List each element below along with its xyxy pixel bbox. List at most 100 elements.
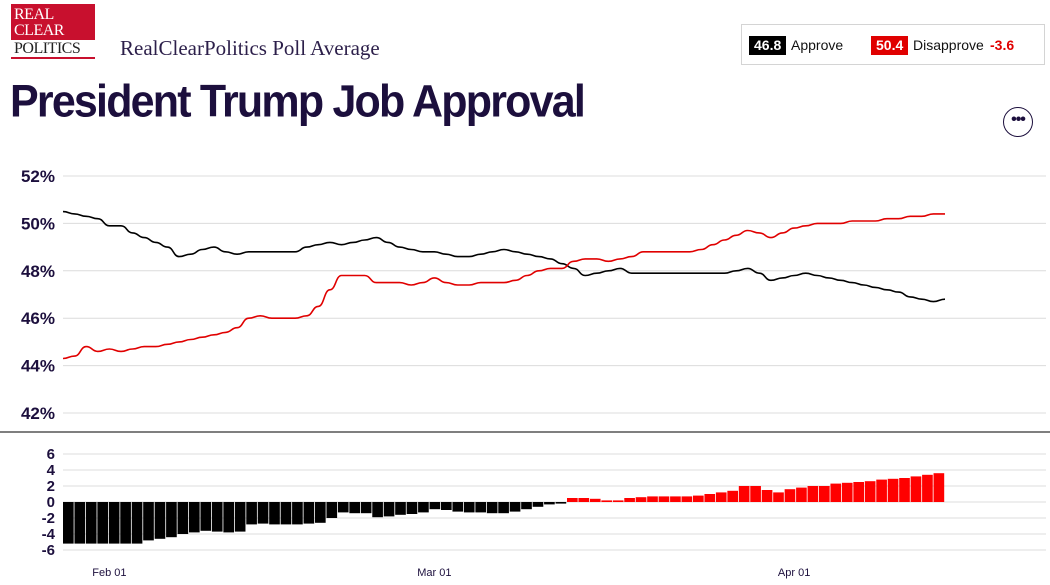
- spread-bar: [796, 487, 807, 502]
- spread-bar: [750, 486, 761, 502]
- disapprove-value-chip: 50.4: [871, 36, 909, 55]
- spread-bar: [108, 502, 120, 544]
- spread-bar: [463, 502, 475, 513]
- y-tick-label: 48%: [21, 262, 55, 281]
- spread-bar: [143, 502, 154, 541]
- spread-bar: [360, 502, 372, 514]
- spread-bar: [567, 498, 578, 502]
- spread-bar: [647, 496, 658, 502]
- spread-bar: [452, 502, 464, 512]
- spread-bar: [841, 482, 853, 502]
- spread-bar: [429, 502, 441, 510]
- spread-bar: [189, 502, 200, 533]
- spread-y-tick-label: 6: [47, 446, 55, 463]
- logo-line-1: REAL: [14, 6, 54, 23]
- spread-y-tick-label: -4: [42, 526, 56, 543]
- logo-line-2: CLEAR: [14, 22, 64, 39]
- y-tick-label: 44%: [21, 357, 55, 376]
- spread-bar: [715, 492, 727, 502]
- spread-bar: [670, 496, 681, 502]
- approve-line: [62, 210, 946, 303]
- spread-bar: [498, 502, 509, 514]
- spread-bar: [784, 489, 796, 502]
- spread-bar: [933, 473, 945, 502]
- logo-line-3: POLITICS: [11, 40, 95, 57]
- rcp-logo[interactable]: REAL CLEAR POLITICS: [11, 4, 95, 59]
- disapprove-label: Disapprove: [913, 37, 984, 53]
- spread-y-tick-label: 2: [47, 478, 55, 495]
- spread-bar: [589, 498, 601, 502]
- spread-bar: [166, 502, 177, 538]
- spread-bar: [876, 479, 887, 502]
- approve-value-chip: 46.8: [749, 36, 787, 55]
- spread-bar: [578, 498, 590, 502]
- spread-bar: [269, 502, 280, 525]
- spread-bar: [864, 481, 876, 502]
- spread-bar: [727, 490, 739, 502]
- spread-bar: [280, 502, 292, 525]
- more-options-button[interactable]: •••: [1003, 107, 1033, 137]
- spread-bar: [257, 502, 269, 524]
- spread-bar: [349, 502, 361, 514]
- spread-bar: [773, 492, 784, 502]
- x-tick-label: Apr 01: [778, 567, 810, 579]
- disapprove-line: [62, 213, 945, 360]
- spread-bar: [819, 486, 830, 502]
- spread-bar: [738, 486, 750, 502]
- spread-bar: [372, 502, 383, 518]
- spread-bar: [131, 502, 143, 544]
- spread-bar: [704, 494, 716, 502]
- spread-bar: [693, 495, 704, 502]
- spread-bar: [200, 502, 212, 531]
- spread-y-tick-label: -2: [42, 510, 55, 527]
- spread-bar: [922, 474, 933, 502]
- spread-bar: [635, 497, 647, 502]
- spread-bar: [509, 502, 521, 512]
- spread-bar: [63, 502, 74, 544]
- spread-bar: [761, 490, 773, 502]
- spread-bar: [887, 478, 899, 502]
- spread-bar: [211, 502, 223, 532]
- spread-bar: [74, 502, 86, 544]
- page-title: President Trump Job Approval: [10, 76, 586, 127]
- spread-value: -3.6: [990, 37, 1015, 53]
- x-tick-label: Feb 01: [92, 567, 126, 579]
- spread-bar: [681, 496, 693, 502]
- spread-bar: [853, 482, 865, 502]
- spread-bar: [532, 502, 544, 507]
- spread-y-tick-label: 4: [47, 462, 56, 479]
- y-tick-label: 46%: [21, 309, 55, 328]
- spread-bar: [383, 502, 395, 517]
- spread-bar: [441, 502, 452, 510]
- spread-bar: [395, 502, 406, 515]
- x-tick-label: Mar 01: [417, 567, 451, 579]
- spread-bar: [544, 502, 555, 505]
- spread-bar: [303, 502, 315, 524]
- spread-y-tick-label: 0: [47, 494, 55, 511]
- spread-bar: [521, 502, 532, 510]
- poll-average-subtitle: RealClearPolitics Poll Average: [120, 36, 380, 60]
- y-tick-label: 42%: [21, 404, 55, 423]
- approve-label: Approve: [791, 37, 844, 53]
- spread-bar: [601, 500, 613, 502]
- spread-bar: [120, 502, 131, 544]
- y-tick-label: 50%: [21, 214, 55, 233]
- spread-y-tick-label: -6: [42, 542, 55, 559]
- spread-bar: [418, 502, 429, 513]
- spread-bar: [486, 502, 498, 514]
- y-tick-label: 52%: [21, 167, 55, 186]
- spread-bar: [807, 486, 819, 502]
- spread-bar: [406, 502, 418, 514]
- spread-bar: [899, 478, 910, 502]
- spread-bar: [337, 502, 349, 513]
- spread-bar: [234, 502, 246, 532]
- spread-bar: [154, 502, 166, 539]
- spread-bar: [223, 502, 235, 533]
- spread-bar: [612, 500, 624, 502]
- spread-bar: [658, 496, 670, 502]
- spread-bar: [292, 502, 303, 525]
- spread-bar: [97, 502, 109, 544]
- spread-bar: [624, 498, 635, 502]
- legend: 46.8 Approve 50.4 Disapprove -3.6: [741, 24, 1045, 65]
